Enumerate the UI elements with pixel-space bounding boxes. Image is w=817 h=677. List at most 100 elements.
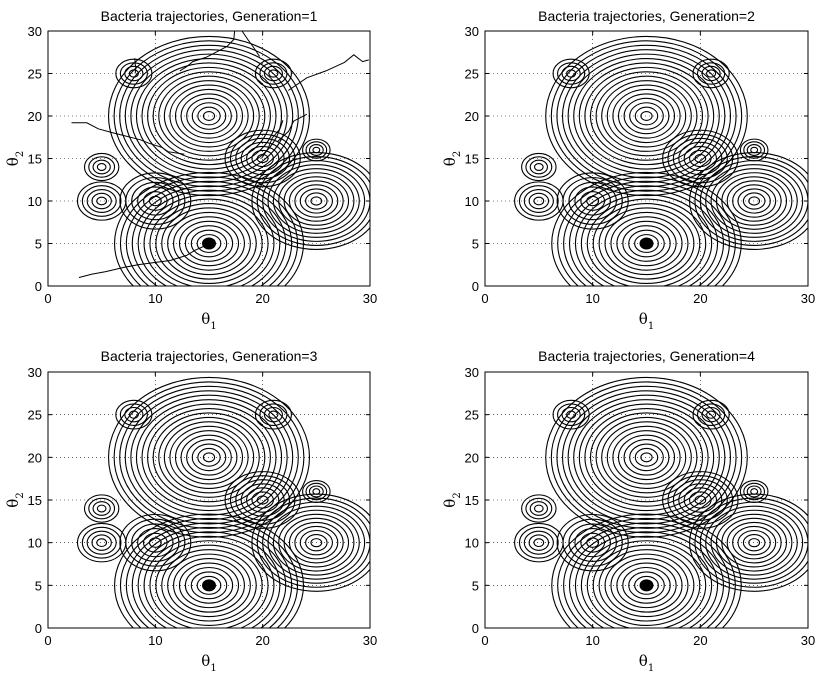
- contour-ring: [294, 525, 339, 560]
- contour-ring: [259, 403, 288, 426]
- y-tick-label: 20: [465, 450, 479, 465]
- trajectory-path: [241, 31, 261, 57]
- contour-ring: [742, 534, 766, 552]
- y-tick-label: 5: [35, 237, 42, 252]
- contour-ring: [678, 483, 723, 517]
- contour-ring: [141, 403, 277, 512]
- contour-ring: [529, 159, 548, 175]
- contour-ring: [229, 133, 296, 184]
- contour-ring: [622, 566, 671, 604]
- contour-ring: [305, 192, 328, 210]
- chart-title: Bacteria trajectories, Generation=1: [101, 8, 318, 24]
- contour-ring: [283, 176, 350, 226]
- x-axis-label: θ1: [201, 310, 216, 332]
- x-tick-label: 10: [585, 291, 599, 306]
- contour-ring: [634, 447, 659, 467]
- contour-ring: [267, 164, 366, 238]
- contour-ring: [628, 571, 665, 600]
- contour-ring: [563, 180, 730, 286]
- contour-ring: [131, 523, 180, 562]
- contour-ring: [746, 485, 762, 498]
- y-tick-label: 20: [465, 109, 479, 124]
- x-axis-label: θ1: [201, 652, 216, 674]
- contour-ring: [310, 538, 323, 548]
- contour-ring: [155, 202, 263, 285]
- contour-ring: [246, 145, 280, 172]
- contour-ring: [299, 529, 333, 556]
- contour-ring: [256, 495, 269, 505]
- contour-ring: [180, 93, 238, 139]
- contour-ring: [710, 509, 798, 576]
- contour-ring: [746, 144, 762, 156]
- y-tick-label: 15: [465, 493, 479, 508]
- contour-ring: [617, 93, 676, 139]
- y-tick-label: 5: [472, 578, 479, 593]
- contour-ring: [533, 196, 545, 206]
- bacteria-cluster: [639, 579, 654, 592]
- contour-ring: [310, 196, 323, 206]
- contour-ring: [573, 57, 720, 175]
- contour-ring: [272, 509, 360, 576]
- contour-ring: [595, 416, 698, 498]
- y-tick-label: 0: [35, 279, 42, 294]
- contour-ring: [86, 530, 117, 555]
- y-tick-label: 20: [28, 450, 42, 465]
- contour-group: [514, 35, 808, 286]
- contour-ring: [694, 495, 707, 505]
- contour-ring: [742, 192, 766, 210]
- contour-ring: [584, 66, 709, 166]
- contour-ring: [96, 504, 107, 513]
- contour-ring: [721, 176, 788, 226]
- contour-ring: [715, 513, 793, 572]
- contour-ring: [240, 483, 285, 517]
- contour-ring: [689, 491, 712, 509]
- contour-ring: [278, 513, 355, 572]
- contour-ring: [202, 111, 216, 121]
- contour-ring: [96, 538, 108, 548]
- contour-ring: [623, 439, 670, 476]
- contour-ring: [294, 184, 339, 218]
- contour-ring: [251, 149, 274, 168]
- y-tick-label: 5: [35, 578, 42, 593]
- contour-ring: [604, 211, 689, 276]
- contour-ring: [119, 513, 192, 572]
- contour-ring: [629, 443, 664, 472]
- contour-ring: [550, 40, 743, 192]
- y-tick-label: 15: [28, 152, 42, 167]
- contour-ring: [551, 171, 742, 286]
- contour-ring: [184, 566, 234, 604]
- contour-ring: [107, 35, 311, 197]
- contour-ring: [533, 538, 545, 548]
- contour-ring: [689, 149, 712, 168]
- contour-ring: [119, 44, 299, 188]
- contour-ring: [595, 75, 698, 157]
- contour-ring: [178, 220, 240, 267]
- contour-ring: [130, 53, 288, 179]
- contour-ring: [131, 181, 180, 221]
- contour-ring: [598, 207, 695, 280]
- contour-ring: [81, 526, 122, 559]
- contour-ring: [191, 443, 227, 472]
- y-tick-label: 30: [28, 24, 42, 39]
- contour-ring: [518, 526, 559, 559]
- contour-ring: [574, 186, 611, 216]
- contour-ring: [748, 196, 761, 206]
- contour-ring: [161, 207, 257, 280]
- contour-group: [514, 376, 808, 628]
- x-tick-label: 30: [801, 633, 815, 648]
- contour-ring: [580, 194, 713, 286]
- contour-ring: [124, 390, 294, 525]
- y-tick-label: 30: [465, 365, 479, 380]
- contour-ring: [589, 412, 704, 503]
- x-tick-label: 0: [481, 291, 488, 306]
- contour-ring: [169, 84, 249, 148]
- trajectory-path: [78, 243, 211, 278]
- x-tick-label: 10: [585, 633, 599, 648]
- contour-ring: [706, 69, 717, 78]
- contour-ring: [672, 479, 728, 521]
- contour-ring: [119, 172, 192, 230]
- contour-ring: [137, 189, 281, 286]
- contour-ring: [135, 57, 283, 175]
- contour-ring: [662, 129, 739, 188]
- contour-ring: [267, 505, 366, 580]
